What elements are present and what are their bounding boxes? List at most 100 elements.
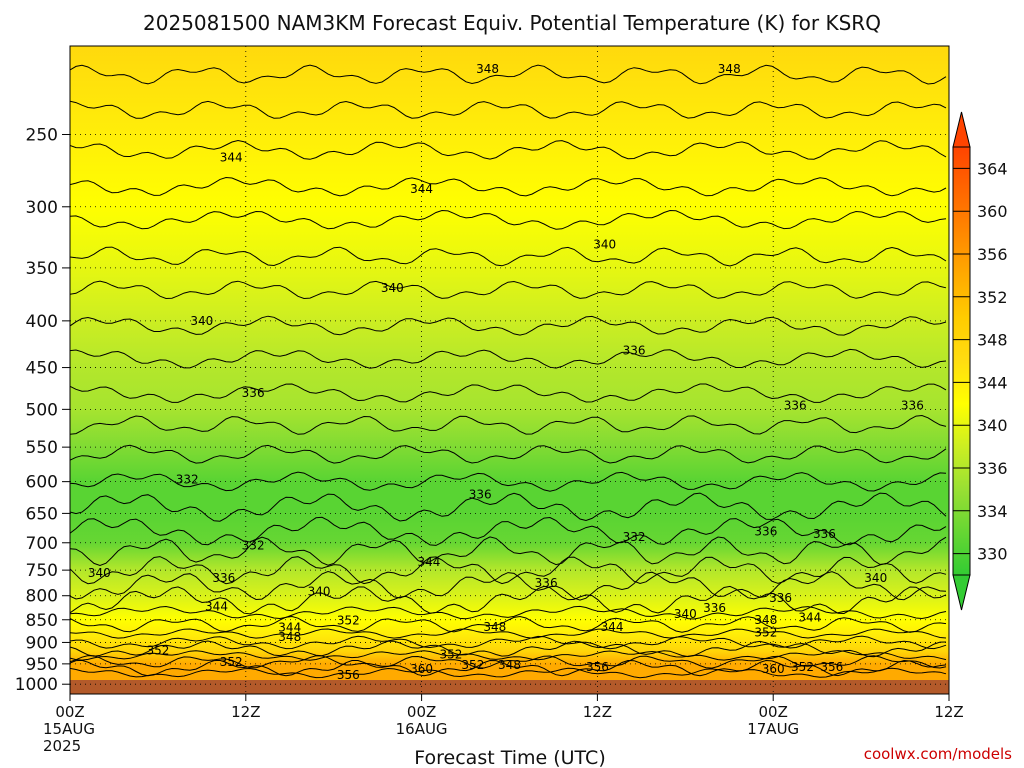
contour-label: 344 [410,182,433,196]
y-tick-label: 950 [26,655,58,675]
contour-line [70,536,947,567]
theta-e-field [70,46,949,694]
contour-label: 336 [901,398,924,412]
contour-line [70,605,947,620]
contour-line [70,667,947,679]
contour-label: 336 [242,386,265,400]
y-tick-label: 1000 [15,675,58,695]
contour-line [70,650,947,661]
contour-label: 336 [535,576,558,590]
contour-label: 348 [754,613,777,627]
contour-line [70,655,947,669]
colorbar-tick-label: 334 [977,502,1008,521]
contour-label: 344 [205,599,228,613]
contour-line [70,585,947,615]
x-tick-label: 15AUG [43,720,95,738]
contour-line [70,640,947,658]
contour-label: 348 [718,62,741,76]
contour-line [70,635,947,650]
contour-label: 348 [476,62,499,76]
x-tick-label: 00Z [55,703,84,721]
contour-label: 352 [439,648,462,662]
contour-line [70,280,947,300]
contour-label: 352 [461,658,484,672]
contour-line [70,516,947,546]
contour-label: 340 [88,566,111,580]
contour-label: 336 [212,571,235,585]
contour-label: 352 [754,626,777,640]
y-tick-label: 750 [26,561,58,581]
colorbar-tick-label: 364 [977,159,1008,178]
contour-line [70,492,947,522]
x-tick-label: 00Z [407,703,436,721]
x-tick-label: 00Z [759,703,788,721]
colorbar-tick-label: 352 [977,288,1008,307]
y-tick-label: 350 [26,259,58,279]
contour-label: 360 [762,662,785,676]
x-tick-label: 12Z [231,703,260,721]
contour-label: 340 [674,607,697,621]
contour-line [70,246,947,267]
x-tick-label: 2025 [43,737,81,755]
contour-label: 336 [703,601,726,615]
contour-line [70,444,947,464]
contour-label: 352 [337,614,360,628]
contour-line [70,315,947,336]
contour-label: 356 [820,660,843,674]
contour-label: 360 [410,662,433,676]
contour-label: 336 [469,488,492,502]
contour-label: 340 [381,281,404,295]
contour-label: 336 [769,591,792,605]
contour-label: 332 [176,473,199,487]
y-tick-label: 900 [26,633,58,653]
contour-label: 344 [278,621,301,635]
contour-line [70,139,947,160]
colorbar-bottom-arrow [952,574,971,611]
contour-label: 336 [813,527,836,541]
contour-label: 332 [242,539,265,553]
contour-label: 340 [864,571,887,585]
plot-frame [69,45,950,695]
contour-line [70,570,947,601]
contour-label: 356 [337,668,360,682]
y-tick-label: 550 [26,438,58,458]
y-tick-label: 450 [26,359,58,379]
colorbar-tick-label: 348 [977,331,1008,350]
colorbar-tick-label: 330 [977,545,1008,564]
colorbar-tick-label: 344 [977,373,1008,392]
contour-label: 332 [623,530,646,544]
credit-text: coolwx.com/models [864,745,1012,763]
contour-label: 344 [798,610,821,624]
contour-label: 348 [278,630,301,644]
colorbar-tick-label: 360 [977,202,1008,221]
contour-line [70,615,947,633]
y-tick-label: 250 [26,125,58,145]
y-tick-label: 300 [26,198,58,218]
contour-label: 352 [791,660,814,674]
contour-label: 352 [146,643,169,657]
contour-label: 356 [586,660,609,674]
x-tick-label: 12Z [583,703,612,721]
contour-line [70,556,947,585]
colorbar-tick-label: 336 [977,459,1008,478]
contour-label: 344 [601,620,624,634]
contour-label: 340 [593,238,616,252]
contour-label: 340 [308,585,331,599]
y-tick-label: 400 [26,312,58,332]
y-tick-label: 700 [26,534,58,554]
x-tick-label: 16AUG [396,720,448,738]
contour-line [70,64,947,85]
contour-line [70,100,947,119]
contour-line [70,209,947,230]
y-tick-label: 850 [26,611,58,631]
contour-label: 344 [417,555,440,569]
y-axis: 2503003504004505005506006507007508008509… [15,125,70,695]
contour-line [70,383,947,403]
colorbar: 330 334 336 340 344 348 352 356 360 364 [952,111,1008,611]
y-tick-label: 650 [26,504,58,524]
x-tick-label: 17AUG [747,720,799,738]
